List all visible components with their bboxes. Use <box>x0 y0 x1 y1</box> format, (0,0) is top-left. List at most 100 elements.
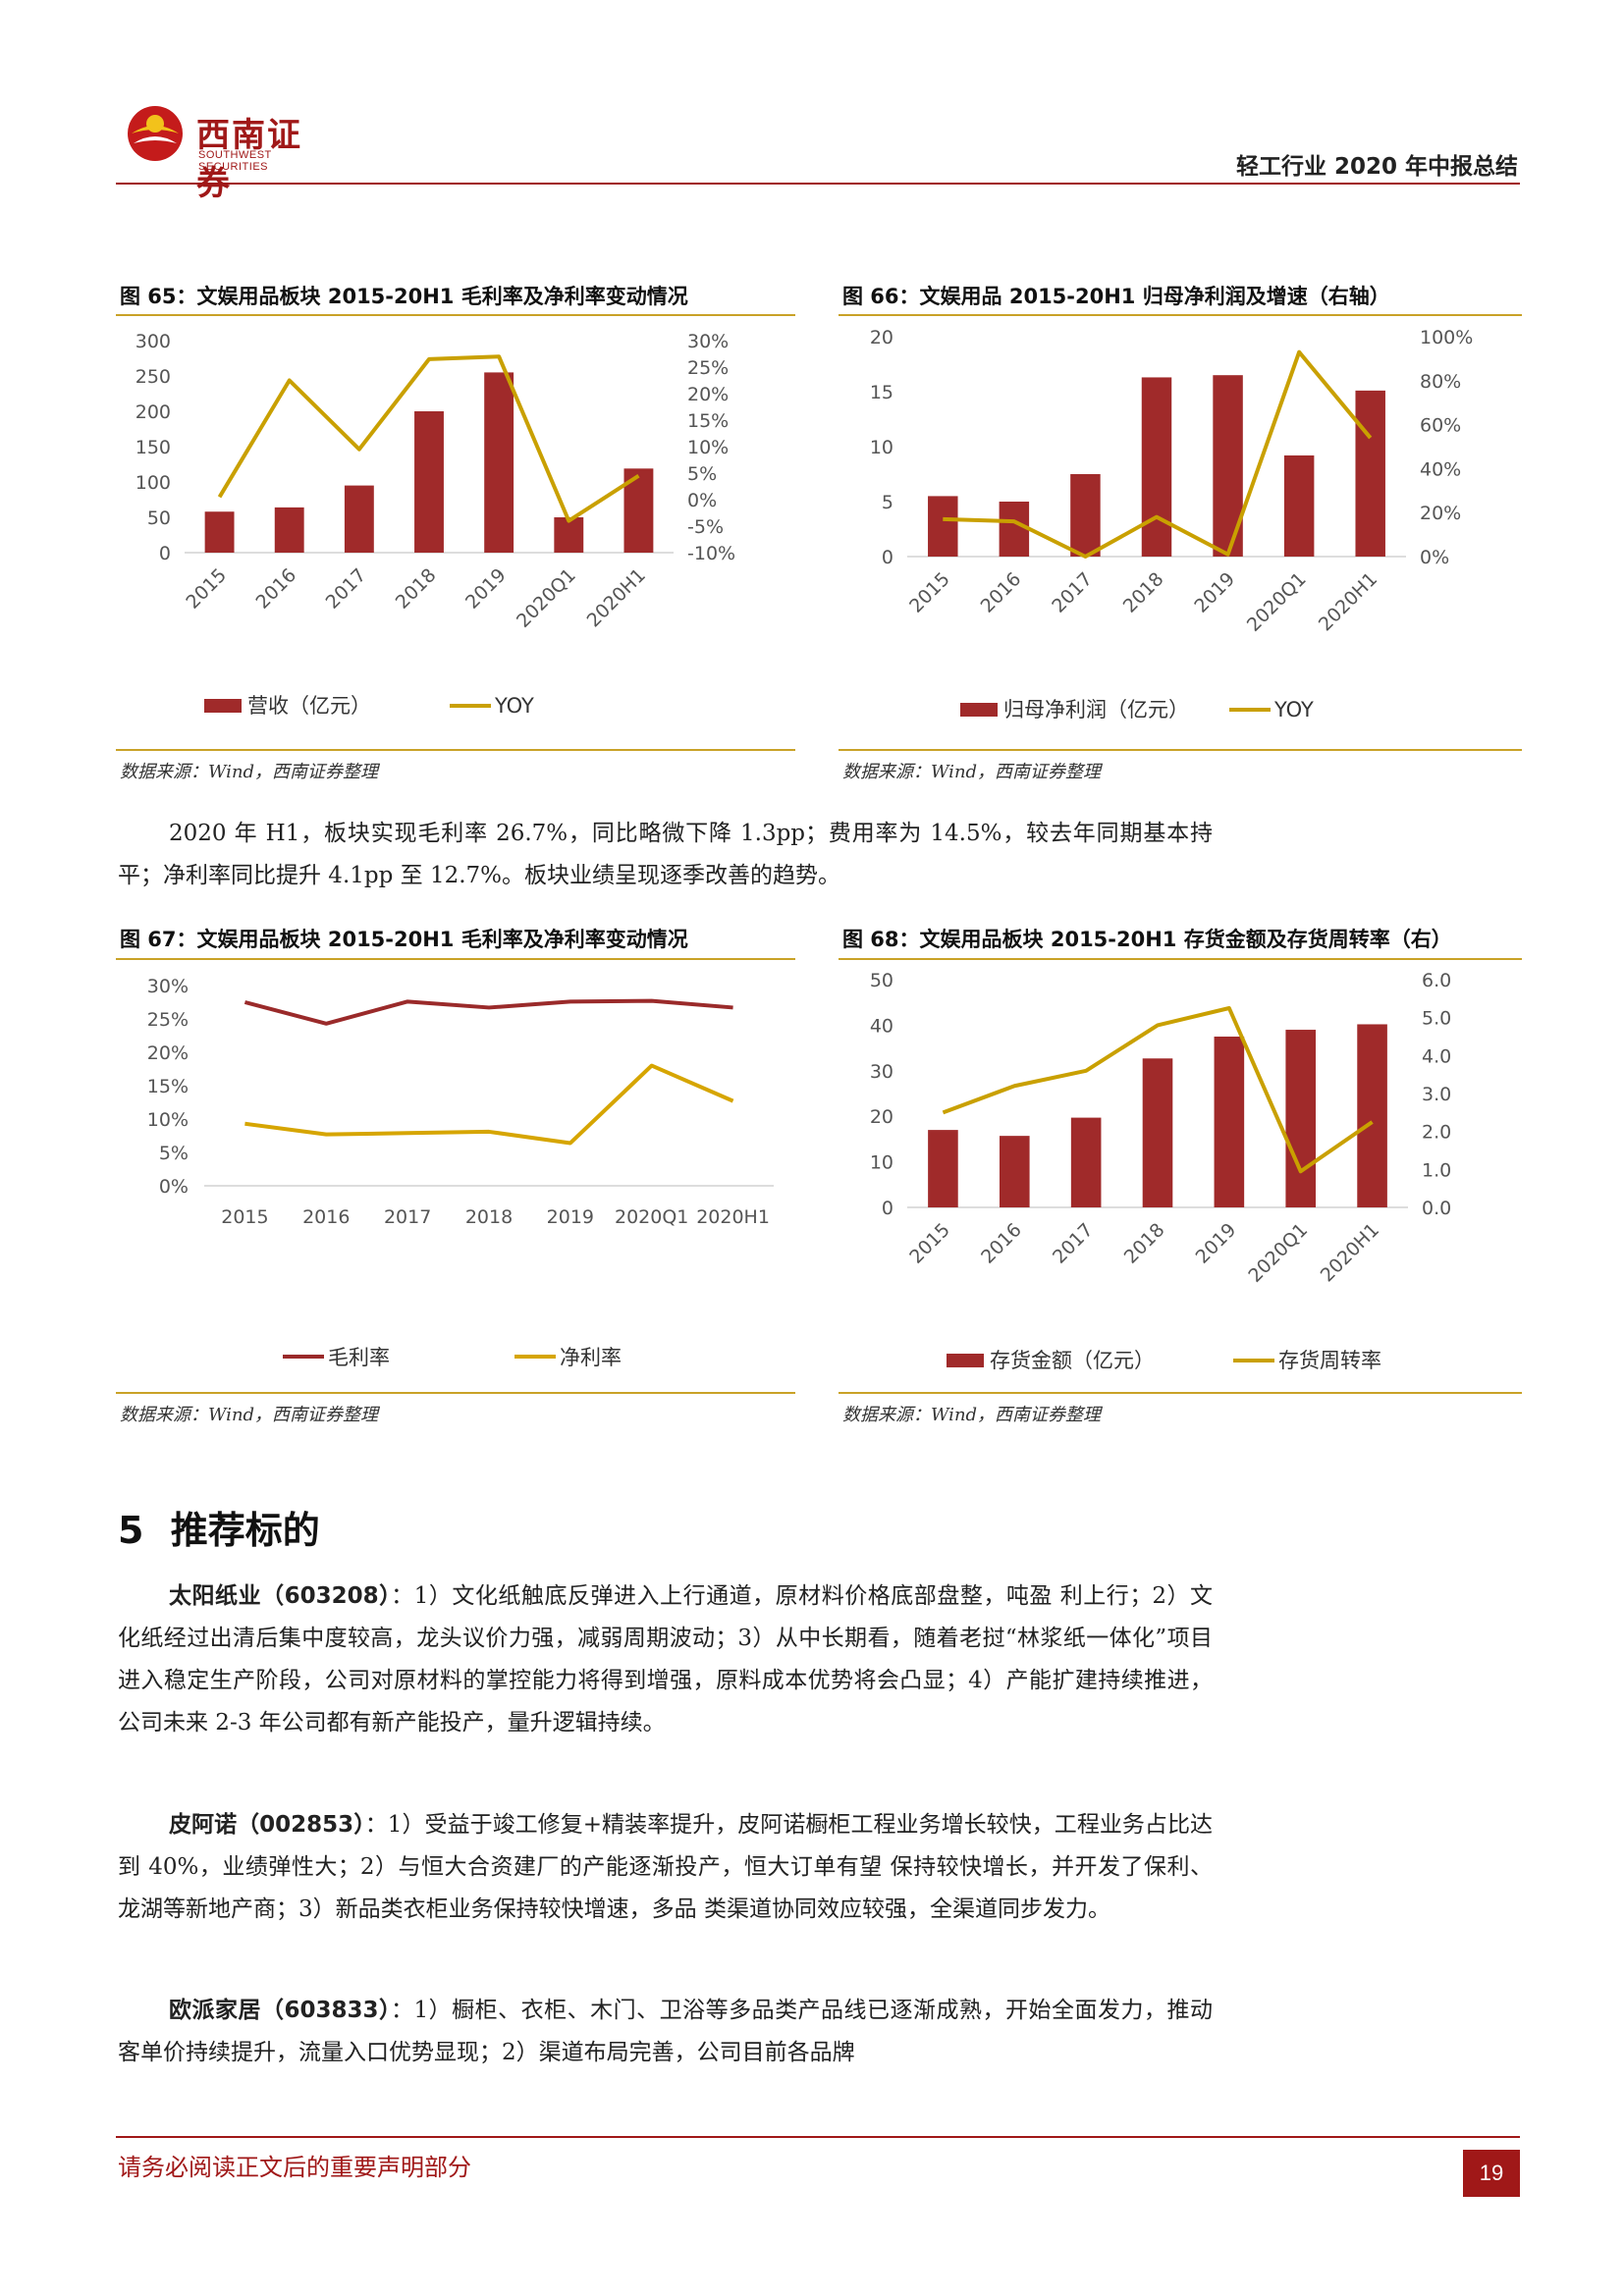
bar <box>1214 1037 1245 1207</box>
company-paragraph-1: 太阳纸业（603208）：1）文化纸触底反弹进入上行通道，原材料价格底部盘整，吨… <box>118 1575 1213 1744</box>
y-right-tick-label: 40% <box>1420 458 1461 480</box>
y-right-tick-label: 0% <box>687 490 717 511</box>
x-tick-label: 2019 <box>1192 1219 1241 1268</box>
y-right-tick-label: 4.0 <box>1422 1045 1451 1067</box>
y-left-tick-label: 100 <box>135 472 171 494</box>
section-heading: 5 推荐标的 <box>118 1500 320 1554</box>
y-tick-label: 25% <box>147 1009 189 1031</box>
y-right-tick-label: 6.0 <box>1422 970 1451 991</box>
report-title: 轻工行业 2020 年中报总结 <box>1235 154 1518 180</box>
x-tick-label: 2015 <box>905 1219 954 1268</box>
legend-label-bar: 归母净利润（亿元） <box>1003 698 1189 721</box>
legend-label-line: YOY <box>494 694 534 718</box>
fig66-source: 数据来源：Wind，西南证券整理 <box>842 762 1102 782</box>
x-tick-label: 2019 <box>547 1206 594 1228</box>
y-right-tick-label: 30% <box>687 331 729 352</box>
fig66-title: 图 66：文娱用品 2015-20H1 归母净利润及增速（右轴） <box>842 285 1390 308</box>
y-right-tick-label: 0% <box>1420 547 1449 568</box>
sun-logo-icon <box>128 106 183 161</box>
header-rule <box>116 183 1520 185</box>
fig66-bottom-rule <box>839 749 1522 751</box>
y-right-tick-label: 100% <box>1420 327 1473 348</box>
bar <box>1285 1030 1317 1207</box>
x-tick-label: 2015 <box>905 568 954 617</box>
y-right-tick-label: 10% <box>687 437 729 458</box>
y-right-tick-label: 3.0 <box>1422 1084 1451 1105</box>
y-left-tick-label: 20 <box>870 1106 893 1128</box>
bar <box>999 1136 1030 1207</box>
y-right-tick-label: -5% <box>687 516 724 538</box>
y-left-tick-label: 10 <box>870 437 893 458</box>
legend-label-line: 存货周转率 <box>1278 1349 1381 1372</box>
fig68-title: 图 68：文娱用品板块 2015-20H1 存货金额及存货周转率（右） <box>842 928 1452 951</box>
bar <box>1142 1058 1173 1207</box>
y-left-tick-label: 30 <box>870 1061 893 1083</box>
bar <box>1355 390 1385 557</box>
series-line-gross-margin <box>244 998 733 1026</box>
fig65-bottom-rule <box>116 749 795 751</box>
x-tick-label: 2018 <box>392 564 441 614</box>
bar <box>554 517 584 553</box>
fig67-bottom-rule <box>116 1392 795 1394</box>
y-left-tick-label: 250 <box>135 366 171 388</box>
y-right-tick-label: 80% <box>1420 371 1461 393</box>
legend-label-bar: 存货金额（亿元） <box>990 1349 1155 1372</box>
fig68-rule <box>839 958 1522 960</box>
legend-label-net: 净利率 <box>560 1346 622 1369</box>
company-text: ：1）文化纸触底反弹进入上行通道，原材料价格底部盘整，吨盈 利上行；2）文化纸经… <box>118 1583 1213 1735</box>
y-right-tick-label: 20% <box>687 384 729 405</box>
bar <box>1070 1117 1102 1207</box>
y-right-tick-label: 5% <box>687 463 717 485</box>
x-tick-label: 2017 <box>384 1206 431 1228</box>
y-tick-label: 15% <box>147 1076 189 1097</box>
y-left-tick-label: 15 <box>870 382 893 403</box>
y-right-tick-label: 2.0 <box>1422 1122 1451 1144</box>
y-right-tick-label: -10% <box>687 543 735 564</box>
x-tick-label: 2020H1 <box>1317 1219 1383 1286</box>
y-left-tick-label: 300 <box>135 331 171 352</box>
company-name: 皮阿诺（002853） <box>169 1812 365 1838</box>
bar <box>928 1130 958 1207</box>
y-tick-label: 0% <box>159 1176 189 1198</box>
y-left-tick-label: 200 <box>135 401 171 423</box>
bar <box>1070 474 1101 557</box>
section-number: 5 <box>118 1509 144 1552</box>
bar <box>1283 454 1315 557</box>
x-tick-label: 2020Q1 <box>513 564 580 632</box>
y-left-tick-label: 0 <box>882 547 893 568</box>
y-left-tick-label: 0 <box>159 543 171 564</box>
x-tick-label: 2020Q1 <box>1243 568 1311 636</box>
company-paragraph-3: 欧派家居（603833）：1）橱柜、衣柜、木门、卫浴等多品类产品线已逐渐成熟，开… <box>118 1990 1213 2074</box>
y-right-tick-label: 20% <box>1420 503 1461 524</box>
fig67-rule <box>116 958 795 960</box>
bar <box>344 485 374 553</box>
page-number: 19 <box>1463 2150 1520 2197</box>
x-tick-label: 2019 <box>1190 568 1239 617</box>
bar <box>414 411 444 553</box>
series-line-yoy <box>217 354 640 523</box>
x-tick-label: 2020Q1 <box>615 1206 688 1228</box>
x-tick-label: 2017 <box>1048 568 1097 617</box>
x-tick-label: 2018 <box>1119 568 1168 617</box>
y-right-tick-label: 25% <box>687 357 729 379</box>
legend-swatch-bar <box>947 1354 984 1367</box>
y-right-tick-label: 15% <box>687 410 729 432</box>
y-right-tick-label: 60% <box>1420 415 1461 437</box>
x-tick-label: 2020H1 <box>583 564 650 631</box>
company-text: ：1）受益于竣工修复+精装率提升，皮阿诺橱柜工程业务增长较快，工程业务占比达到 … <box>118 1812 1213 1922</box>
x-tick-label: 2018 <box>1120 1219 1169 1268</box>
y-right-tick-label: 5.0 <box>1422 1008 1451 1030</box>
x-tick-label: 2016 <box>251 564 300 614</box>
company-name: 太阳纸业（603208） <box>169 1583 392 1609</box>
fig67-title: 图 67：文娱用品板块 2015-20H1 毛利率及净利率变动情况 <box>120 928 688 951</box>
bar <box>1141 377 1172 557</box>
bar <box>204 511 235 553</box>
x-tick-label: 2019 <box>461 564 511 614</box>
company-paragraph-2: 皮阿诺（002853）：1）受益于竣工修复+精装率提升，皮阿诺橱柜工程业务增长较… <box>118 1804 1213 1931</box>
fig65-title: 图 65：文娱用品板块 2015-20H1 毛利率及净利率变动情况 <box>120 285 688 308</box>
x-tick-label: 2016 <box>977 1219 1026 1268</box>
x-tick-label: 2017 <box>322 564 371 614</box>
y-left-tick-label: 5 <box>882 492 893 513</box>
legend-swatch-bar <box>204 699 242 713</box>
footer-disclaimer: 请务必阅读正文后的重要声明部分 <box>118 2154 471 2181</box>
